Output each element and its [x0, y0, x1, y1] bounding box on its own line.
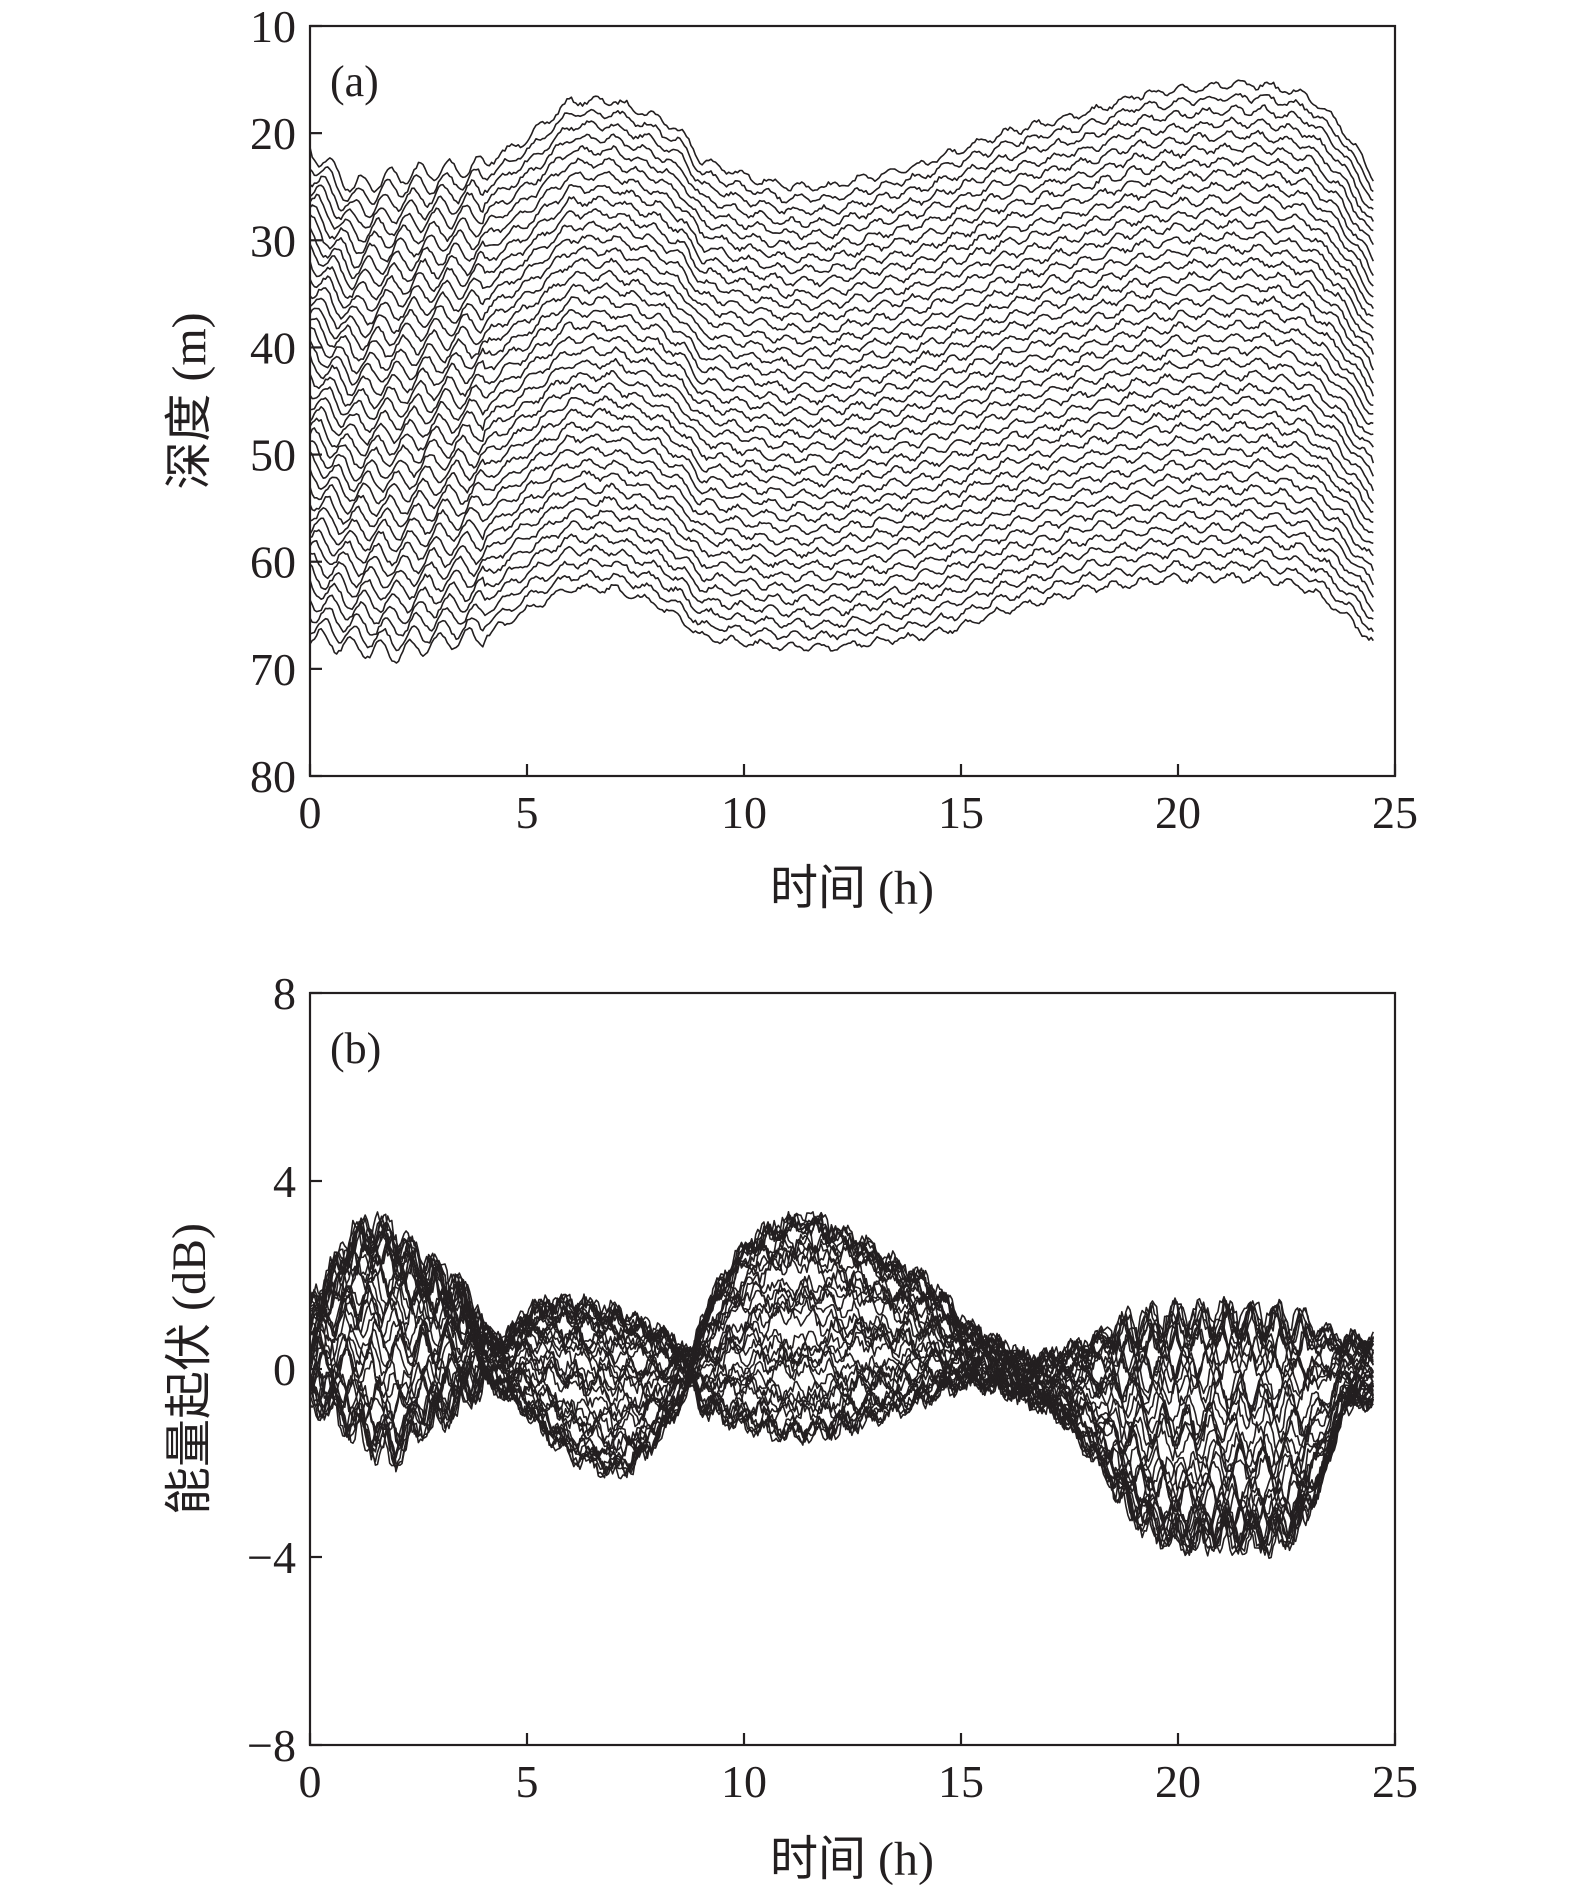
- panel-a-depth-line: [309, 218, 1374, 326]
- panel-a-y-tick-label: 40: [250, 322, 296, 373]
- panel-a-depth-line: [309, 180, 1374, 291]
- panel-a-y-tick-label: 10: [250, 1, 296, 52]
- panel-a-y-tick-label: 50: [250, 430, 296, 481]
- panel-a-depth-line: [309, 357, 1374, 457]
- panel-a-depth-line: [309, 483, 1374, 578]
- panel-a-depth-line: [309, 395, 1375, 493]
- panel-a-depth-line: [309, 268, 1375, 375]
- panel-a-x-tick-label: 25: [1372, 787, 1418, 838]
- panel-a-depth-line: [309, 256, 1375, 362]
- panel-a-series-group: [309, 79, 1375, 664]
- panel-b-y-axis-title: 能量起伏 (dB): [163, 1223, 216, 1515]
- panel-a-x-axis-title: 时间 (h): [770, 862, 934, 915]
- panel-a-axis-ticks: 0 5 10 15 20 25 10 20 30 40 50 60 70 80: [250, 1, 1418, 838]
- panel-a-y-tick-label: 80: [250, 751, 296, 802]
- panel-b-energy-line: [309, 1317, 1374, 1477]
- panel-a-depth-line: [309, 345, 1374, 446]
- panel-a-depth-line: [309, 79, 1374, 193]
- panel-a-depth-line: [309, 546, 1374, 637]
- panel-a-x-tick-label: 10: [721, 787, 767, 838]
- panel-a-depth-line: [309, 470, 1374, 567]
- panel-b-energy-line: [309, 1227, 1375, 1538]
- panel-a-x-tick-label: 15: [938, 787, 984, 838]
- panel-a-y-tick-label: 70: [250, 644, 296, 695]
- panel-b-energy-line: [309, 1220, 1374, 1557]
- panel-a-y-tick-label: 20: [250, 108, 296, 159]
- panel-b-x-tick-label: 20: [1155, 1756, 1201, 1807]
- panel-a-x-tick-label: 5: [516, 787, 539, 838]
- panel-a-depth-line: [309, 508, 1375, 601]
- panel-a-depth-line: [309, 294, 1374, 397]
- panel-a-y-tick-label: 60: [250, 537, 296, 588]
- panel-a-depth-line: [309, 533, 1374, 625]
- panel-b-y-tick-label: −4: [247, 1532, 296, 1583]
- panel-b-x-tick-label: 10: [721, 1756, 767, 1807]
- panel-a-depth-line: [309, 521, 1374, 614]
- panel-b-x-axis-title: 时间 (h): [770, 1833, 934, 1886]
- panel-a-depth-line: [309, 93, 1374, 205]
- panel-b-x-tick-label: 5: [516, 1756, 539, 1807]
- panel-a-depth-line: [309, 319, 1374, 421]
- panel-b-y-tick-label: 0: [273, 1344, 296, 1395]
- panel-a-depth-line: [309, 116, 1374, 229]
- panel-a-depth-line: [309, 231, 1374, 339]
- panel-a-depth-line: [309, 243, 1374, 351]
- panel-a-depth-line: [309, 446, 1374, 542]
- panel-b-energy-chart: 0 5 10 15 20 25 8 4 0 −4 −8 (b) 时间 (h) 能量起伏 (dB): [163, 968, 1418, 1886]
- panel-a-depth-line: [309, 407, 1375, 505]
- panel-a-depth-line: [309, 559, 1374, 652]
- panel-b-y-tick-label: 4: [273, 1156, 296, 1207]
- panel-a-y-tick-label: 30: [250, 215, 296, 266]
- panel-a-depth-line: [309, 496, 1375, 589]
- panel-b-x-tick-label: 25: [1372, 1756, 1418, 1807]
- panel-a-depth-line: [309, 155, 1374, 269]
- panel-a-depth-line: [309, 104, 1374, 219]
- panel-b-axis-ticks: 0 5 10 15 20 25 8 4 0 −4 −8: [247, 968, 1418, 1807]
- panel-b-energy-line: [309, 1214, 1374, 1559]
- panel-a-y-axis-title: 深度 (m): [163, 312, 216, 489]
- panel-a-depth-line: [309, 458, 1374, 553]
- panel-b-energy-line: [309, 1211, 1375, 1444]
- panel-a-label: (a): [330, 57, 379, 106]
- panel-b-energy-line: [309, 1225, 1375, 1553]
- panel-a-depth-line: [309, 129, 1375, 243]
- panel-b-label: (b): [330, 1024, 381, 1073]
- panel-a-depth-line: [309, 369, 1374, 469]
- panel-a-depth-line: [309, 142, 1374, 255]
- panel-a-depth-line: [309, 192, 1374, 301]
- panel-b-x-tick-label: 0: [299, 1756, 322, 1807]
- panel-b-series-group: [309, 1211, 1375, 1559]
- panel-b-energy-line: [309, 1338, 1375, 1477]
- panel-a-depth-line: [309, 420, 1374, 518]
- panel-a-depth-line: [309, 382, 1375, 482]
- panel-a-depth-chart: 0 5 10 15 20 25 10 20 30 40 50 60 70 80 (a) 时间 (h) 深度…: [163, 1, 1418, 915]
- panel-b-energy-line: [309, 1270, 1374, 1459]
- panel-b-y-tick-label: 8: [273, 968, 296, 1019]
- panel-b-y-tick-label: −8: [247, 1720, 296, 1771]
- panel-a-depth-line: [309, 571, 1374, 664]
- panel-a-plot-frame: [308, 24, 1397, 778]
- panel-b-energy-line: [309, 1298, 1374, 1466]
- panel-a-x-tick-label: 0: [299, 787, 322, 838]
- panel-a-depth-line: [309, 167, 1375, 280]
- panel-a-depth-line: [309, 433, 1374, 528]
- panel-a-depth-line: [309, 282, 1375, 386]
- panel-a-depth-line: [309, 205, 1374, 312]
- panel-a-x-tick-label: 20: [1155, 787, 1201, 838]
- panel-a-depth-line: [309, 332, 1374, 433]
- panel-b-x-tick-label: 15: [938, 1756, 984, 1807]
- panel-a-depth-line: [309, 307, 1375, 410]
